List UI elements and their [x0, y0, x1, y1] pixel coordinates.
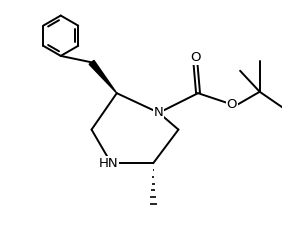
Text: N: N: [154, 106, 164, 119]
Polygon shape: [89, 61, 117, 93]
Text: O: O: [226, 98, 237, 111]
Text: O: O: [190, 51, 201, 64]
Text: HN: HN: [99, 157, 118, 170]
